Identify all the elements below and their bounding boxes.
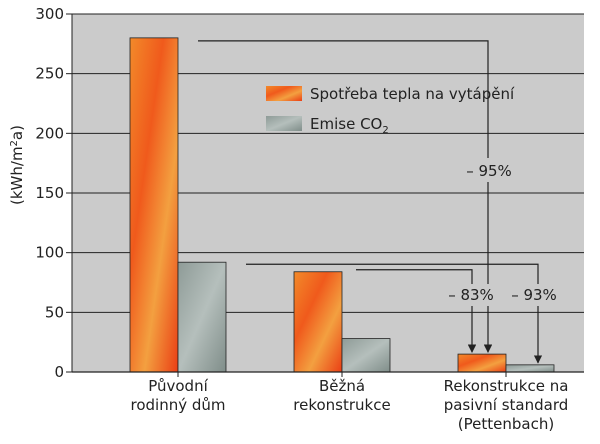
legend-label-co2: Emise CO2 [310,115,389,136]
y-tick-label-150: 150 [35,184,64,202]
y-tick-label-0: 0 [54,363,64,381]
annotation-bg-93 [504,284,564,306]
annotation-95: – 95% [466,162,512,180]
bar-s1-c0 [177,261,227,373]
y-tick-labels: 0 50 100 150 200 250 300 [35,5,64,381]
y-tick-label-100: 100 [35,244,64,262]
bar-s0-c1 [293,271,343,373]
legend: Spotřeba tepla na vytápění Emise CO2 [266,85,515,136]
legend-swatch-heat [266,86,302,101]
annotation-93: – 93% [511,286,557,304]
annotation-bg-83 [440,284,500,306]
category-label-1-0: Běžná [319,377,365,395]
annotation-83: – 83% [448,286,494,304]
connector-83 [356,269,477,353]
category-label-2-1: pasivní standard [444,396,569,414]
y-tick-label-50: 50 [45,303,64,321]
connector-93 [246,263,543,364]
y-tick-label-200: 200 [35,124,64,142]
connector-95 [198,40,493,353]
y-tick-label-250: 250 [35,65,64,83]
y-tick-label-300: 300 [35,5,64,23]
category-label-0-0: Původní [148,377,208,395]
y-axis-label: (kWh/m2a) [8,125,26,205]
bar-s0-c0 [129,37,179,373]
bars [129,37,555,373]
annotations: – 95% – 83% – 93% [440,158,564,306]
legend-label-heat: Spotřeba tepla na vytápění [310,85,515,103]
bar-s0-c2 [457,353,507,373]
category-label-2-0: Rekonstrukce na [444,377,569,395]
annotation-connectors [198,40,543,364]
category-label-1-1: rekonstrukce [293,396,390,414]
legend-swatch-co2 [266,116,302,131]
bar-s1-c1 [341,338,391,373]
bar-s1-c2 [505,364,555,373]
category-label-0-1: rodinný dům [130,396,225,414]
category-label-2-2: (Pettenbach) [458,415,554,433]
annotation-bg-95 [452,158,526,182]
axes [71,14,584,373]
